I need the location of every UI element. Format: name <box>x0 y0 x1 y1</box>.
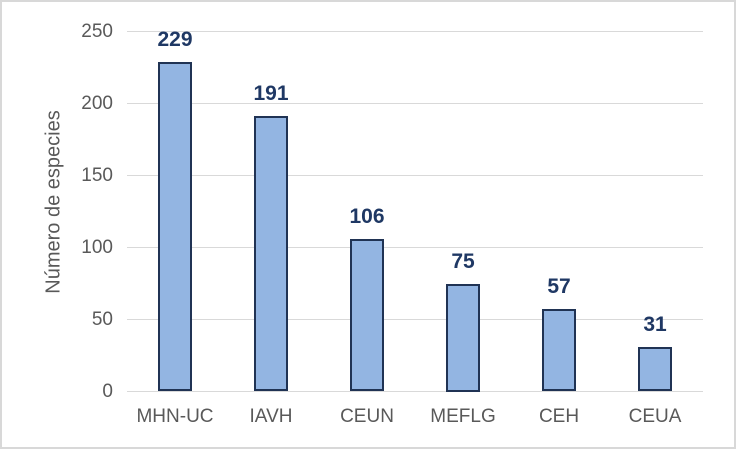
gridline <box>127 318 703 321</box>
category-label: IAVH <box>249 406 293 427</box>
bar <box>638 346 672 392</box>
y-axis-tick-label: 150 <box>81 164 113 186</box>
bar-value-label: 57 <box>547 275 571 299</box>
bar-value-label: 229 <box>157 27 193 51</box>
bar-value-label: 31 <box>643 312 667 336</box>
bar <box>254 116 288 392</box>
y-axis-tick-label: 200 <box>81 92 113 114</box>
category-label: MEFLG <box>430 406 496 427</box>
y-axis-tick-label: 0 <box>102 380 113 402</box>
category-label: CEUN <box>340 406 394 427</box>
category-label: CEH <box>538 406 580 427</box>
y-axis-tick-label: 50 <box>91 308 113 330</box>
y-axis-tick-label: 100 <box>81 236 113 258</box>
bar-value-label: 106 <box>349 204 385 228</box>
gridline <box>127 390 703 393</box>
bar-value-label: 75 <box>451 249 475 273</box>
bar-value-label: 191 <box>253 82 289 106</box>
category-label: MHN-UC <box>136 406 214 427</box>
gridline <box>127 174 703 177</box>
y-axis-tick-label: 250 <box>81 20 113 42</box>
bar <box>158 61 192 392</box>
bar <box>542 309 576 392</box>
y-axis-title: Número de especies <box>42 110 65 294</box>
gridline <box>127 246 703 249</box>
bar <box>446 283 480 392</box>
gridline <box>127 30 703 33</box>
bar <box>350 238 384 392</box>
gridline <box>127 102 703 105</box>
category-label: CEUA <box>628 406 682 427</box>
